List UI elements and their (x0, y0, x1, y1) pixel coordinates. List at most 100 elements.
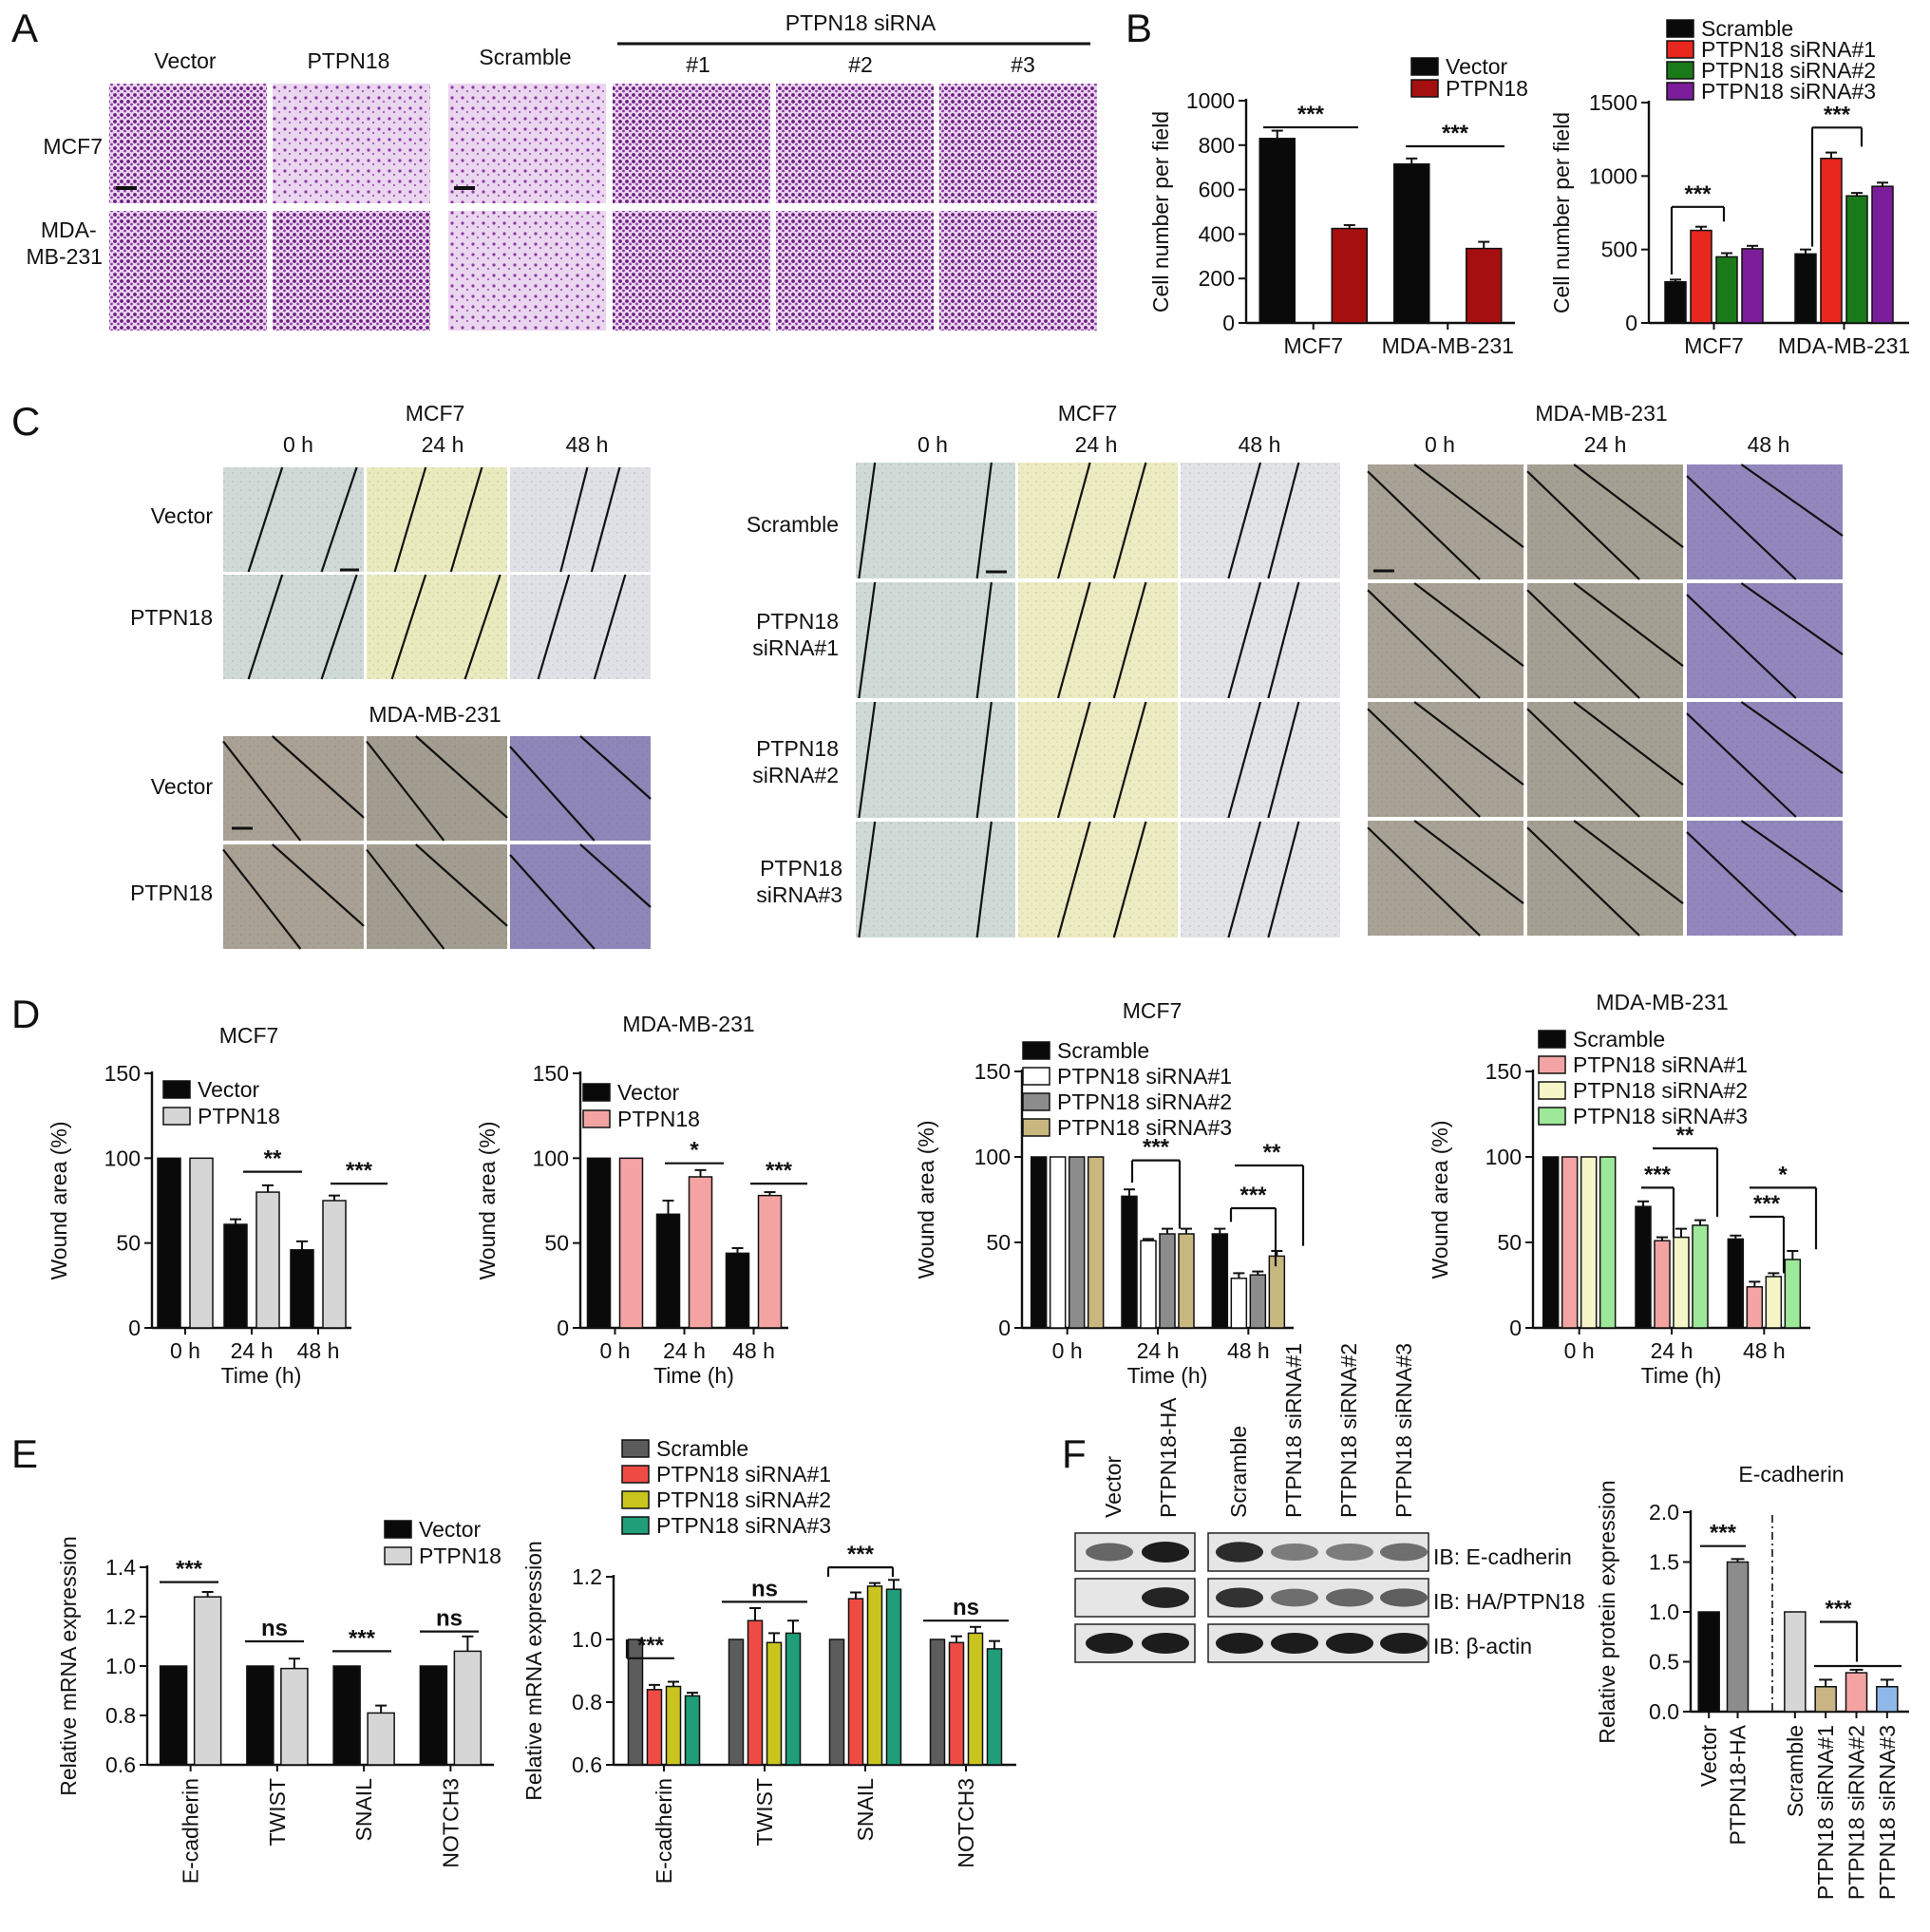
bar (193, 1596, 222, 1766)
wound-edge-line (320, 466, 358, 573)
chart-E-1: 0.6 0.8 1.0 1.2 1.4 Relative mRNA expression E… (56, 1517, 501, 1884)
bar (757, 1194, 783, 1329)
y-tick-label: 0.5 (1649, 1650, 1679, 1675)
panel-c-right-time-48: 48 h (1748, 432, 1790, 457)
panel-c-mid-time-0: 0 h (918, 432, 948, 457)
legend-swatch (621, 1516, 650, 1535)
y-tick-label: 2.0 (1649, 1500, 1679, 1525)
wound-image-mcf7-sirna-texture (856, 463, 1015, 578)
panel-f-western-blot: Vector PTPN18-HA Scramble PTPN18 siRNA#1… (1074, 1343, 1585, 1663)
bar (1692, 1224, 1709, 1329)
significance-label: ns (953, 1595, 979, 1620)
significance-label: * (690, 1138, 699, 1164)
y-tick-label: 150 (1485, 1059, 1522, 1084)
bar (1726, 1561, 1750, 1713)
significance-label: *** (1710, 1521, 1737, 1546)
y-tick-label: 1.0 (1649, 1600, 1679, 1624)
bar (1393, 162, 1430, 324)
bar (1697, 1611, 1720, 1713)
wound-edge-line (1413, 701, 1524, 786)
bar (1814, 1686, 1837, 1713)
blot-lane-sirna1: PTPN18 siRNA#1 (1281, 1343, 1306, 1518)
panel-c-left-time-24: 24 h (422, 432, 464, 457)
x-tick-label: PTPN18-HA (1726, 1724, 1750, 1845)
y-tick-label: 50 (986, 1230, 1011, 1255)
x-tick-label: E-cadherin (179, 1778, 203, 1884)
wound-image-mcf7-texture (510, 467, 651, 572)
wound-edge-line (858, 581, 877, 699)
bar (1087, 1156, 1105, 1329)
bar (1230, 1278, 1248, 1329)
chart-D-4: 0 50 100 150 Wound area (%) 0 h 24 h 48 h Time (… (1428, 990, 1818, 1388)
wound-edge-line (1227, 581, 1262, 699)
significance-label: *** (1684, 181, 1712, 207)
legend-label: PTPN18 siRNA#2 (1057, 1089, 1232, 1114)
wound-image-mda-sirna-texture (1527, 583, 1683, 698)
x-tick-label: 24 h (1651, 1338, 1693, 1363)
y-axis-label: Wound area (%) (914, 1120, 938, 1279)
bar (885, 1588, 902, 1766)
wound-edge-line (509, 854, 596, 950)
bar (246, 1665, 274, 1766)
wound-edge-line (415, 735, 508, 819)
legend-swatch (1022, 1041, 1050, 1060)
chart-title: MDA-MB-231 (1596, 990, 1728, 1014)
panel-c-mid-time-48: 48 h (1239, 432, 1281, 457)
y-tick-label: 100 (974, 1145, 1011, 1169)
wound-edge-line (1573, 820, 1684, 904)
bar (367, 1712, 395, 1766)
legend-label: PTPN18 siRNA#3 (1057, 1115, 1232, 1140)
significance-label: *** (1143, 1135, 1170, 1161)
bar (1249, 1274, 1267, 1329)
bar (1845, 195, 1868, 324)
wound-image-mda-sirna-texture (1687, 583, 1843, 698)
panel-a-label-sirna1: #1 (686, 52, 710, 77)
chart-B-left: 0 200 400 600 800 1000 Cell number per field MC… (1148, 54, 1528, 358)
wound-image-mcf7-sirna-texture (1018, 702, 1178, 818)
y-axis-label: Relative protein expression (1595, 1480, 1619, 1743)
legend-label: PTPN18 (1446, 76, 1528, 101)
panel-c-mid-row-sirna1: PTPN18 siRNA#1 (752, 609, 839, 660)
y-tick-label: 100 (104, 1146, 141, 1170)
blot-band (1216, 1633, 1263, 1654)
bar (1715, 256, 1738, 324)
significance-label: *** (176, 1557, 203, 1582)
wound-image-mda-sirna-texture (1527, 464, 1683, 579)
y-tick-label: 100 (1485, 1145, 1522, 1169)
wound-edge-line (1573, 464, 1684, 548)
panel-c-right-time-0: 0 h (1425, 432, 1455, 457)
transwell-micrograph (109, 211, 267, 331)
wound-edge-line (366, 848, 445, 950)
wound-image-mda-sirna-texture (1368, 583, 1523, 698)
wound-image-mcf7-sirna-texture (1181, 463, 1340, 578)
bar (1599, 1156, 1617, 1329)
y-tick-label: 1.2 (105, 1604, 136, 1629)
blot-band (1271, 1588, 1318, 1607)
blot-band (1216, 1587, 1263, 1608)
bar (828, 1638, 845, 1766)
significance-label: *** (1825, 1597, 1852, 1622)
x-tick-label: PTPN18 siRNA#2 (1845, 1725, 1869, 1900)
significance-label: ** (264, 1146, 282, 1172)
wound-edge-line (464, 574, 501, 680)
transwell-micrograph (613, 84, 770, 203)
legend-label: PTPN18 siRNA#2 (1573, 1078, 1748, 1103)
legend-label: PTPN18 siRNA#2 (1701, 58, 1876, 83)
wound-edge-line (449, 466, 483, 573)
bar (1580, 1156, 1598, 1329)
bar (1746, 1286, 1764, 1329)
bar (1030, 1156, 1048, 1329)
legend-swatch (1538, 1030, 1566, 1049)
panel-c-right-time-24: 24 h (1584, 432, 1627, 457)
y-tick-label: 1.5 (1649, 1550, 1679, 1575)
significance-label: ns (751, 1576, 778, 1601)
y-tick-label: 50 (116, 1231, 141, 1256)
legend-label: PTPN18 siRNA#3 (656, 1513, 831, 1538)
bar (866, 1585, 883, 1766)
wound-image-mda-sirna-texture (1687, 464, 1843, 579)
y-tick-label: 0 (998, 1316, 1011, 1340)
bar (1178, 1233, 1195, 1329)
x-tick-label: 0 h (1052, 1338, 1083, 1363)
x-tick-label: NOTCH3 (438, 1778, 463, 1868)
bar (627, 1638, 644, 1766)
